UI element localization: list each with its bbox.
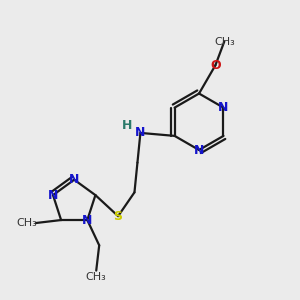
Text: O: O (210, 59, 221, 72)
Text: N: N (69, 173, 80, 186)
Text: S: S (114, 210, 123, 223)
Text: N: N (82, 214, 92, 226)
Text: CH₃: CH₃ (16, 218, 37, 228)
Text: N: N (218, 101, 229, 114)
Text: CH₃: CH₃ (214, 37, 235, 46)
Text: H: H (122, 119, 132, 132)
Text: N: N (194, 143, 204, 157)
Text: CH₃: CH₃ (86, 272, 106, 282)
Text: N: N (48, 189, 58, 202)
Text: N: N (135, 126, 146, 140)
